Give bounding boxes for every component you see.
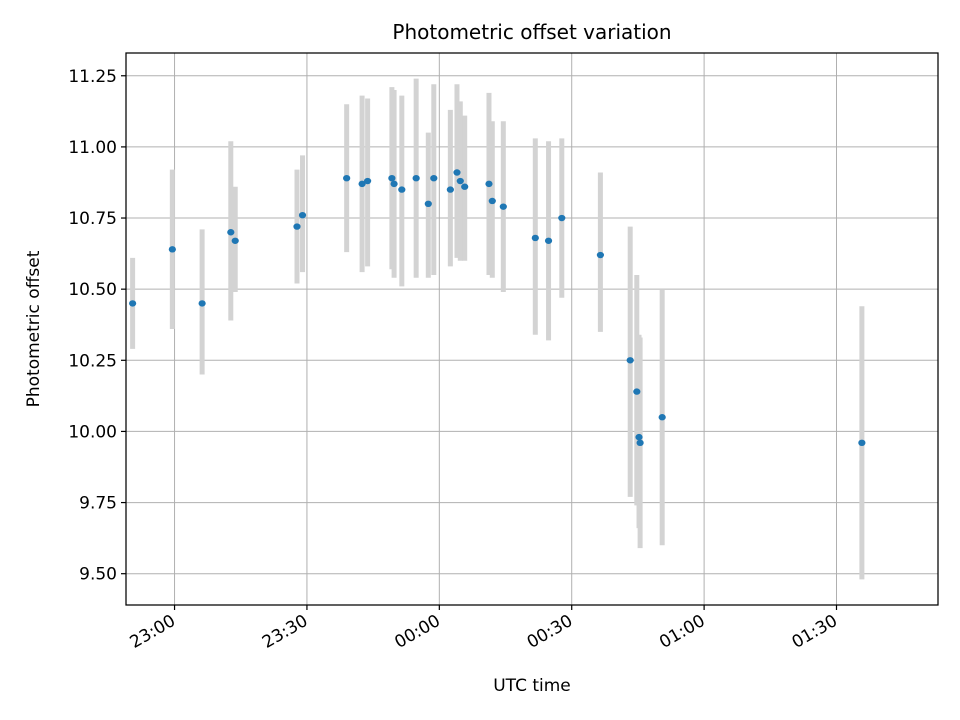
data-point <box>488 197 496 205</box>
data-point <box>398 186 406 193</box>
y-axis-label: Photometric offset <box>24 250 44 407</box>
data-point <box>168 246 176 253</box>
data-point <box>430 174 438 182</box>
data-point <box>658 414 666 421</box>
y-tick-label: 11.25 <box>68 67 117 87</box>
data-point <box>231 237 239 244</box>
data-point <box>626 357 634 364</box>
data-point <box>198 300 206 307</box>
y-tick-label: 9.50 <box>79 565 117 585</box>
data-point <box>343 174 351 182</box>
data-point <box>227 229 235 236</box>
data-point <box>558 214 566 222</box>
data-point <box>499 203 507 210</box>
data-point <box>298 211 307 219</box>
data-point <box>364 177 372 185</box>
chart-title: Photometric offset variation <box>392 20 671 44</box>
data-point <box>544 237 553 244</box>
y-tick-label: 9.75 <box>79 494 117 514</box>
data-point <box>635 433 643 441</box>
data-point <box>453 169 461 176</box>
data-point <box>358 180 366 188</box>
data-point <box>424 200 432 208</box>
data-point <box>446 186 454 193</box>
data-point <box>485 180 493 188</box>
data-point <box>596 251 605 259</box>
y-axis-ticks: 9.50 9.75 10.00 10.25 10.50 10.75 11.00 11.25 <box>68 67 126 585</box>
data-point <box>461 183 469 190</box>
y-tick-label: 11.00 <box>68 138 117 158</box>
data-point <box>293 223 301 230</box>
grid <box>126 53 938 605</box>
plot-frame <box>125 52 939 606</box>
y-tick-label: 10.25 <box>68 351 117 371</box>
x-axis-label: UTC time <box>493 676 571 696</box>
data-point <box>129 300 137 307</box>
data-point <box>390 180 398 188</box>
data-point <box>633 388 641 395</box>
data-point <box>636 439 644 447</box>
y-tick-label: 10.75 <box>68 209 117 229</box>
y-tick-label: 10.50 <box>68 280 117 300</box>
data-point <box>858 439 866 447</box>
data-point <box>456 177 464 185</box>
data-point <box>412 174 420 182</box>
data-points <box>129 169 866 447</box>
data-point <box>531 234 539 242</box>
y-tick-label: 10.00 <box>68 422 117 442</box>
data-point <box>388 174 396 182</box>
